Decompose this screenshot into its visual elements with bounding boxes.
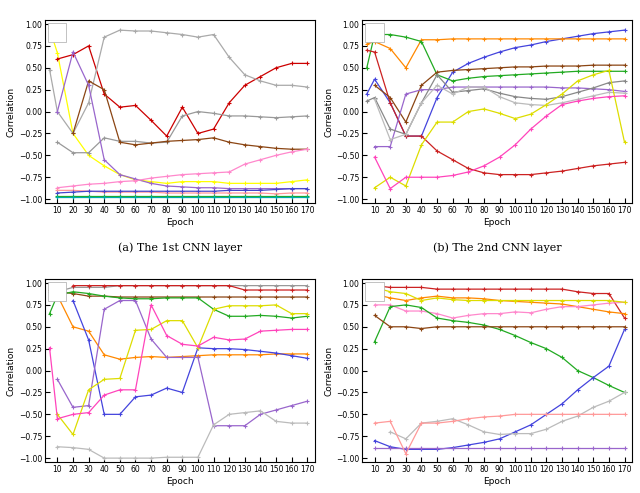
X-axis label: Epoch: Epoch	[166, 218, 194, 227]
Y-axis label: Correlation: Correlation	[7, 346, 16, 395]
Y-axis label: Correlation: Correlation	[324, 86, 333, 137]
X-axis label: Epoch: Epoch	[483, 477, 511, 486]
Y-axis label: Correlation: Correlation	[324, 346, 333, 395]
Bar	[47, 282, 67, 301]
Bar	[47, 23, 67, 42]
Text: (b) The 2nd CNN layer: (b) The 2nd CNN layer	[433, 243, 561, 253]
Bar	[365, 282, 384, 301]
Y-axis label: Correlation: Correlation	[7, 86, 16, 137]
Bar	[365, 23, 384, 42]
Text: (a) The 1st CNN layer: (a) The 1st CNN layer	[118, 243, 242, 253]
X-axis label: Epoch: Epoch	[166, 477, 194, 486]
X-axis label: Epoch: Epoch	[483, 218, 511, 227]
